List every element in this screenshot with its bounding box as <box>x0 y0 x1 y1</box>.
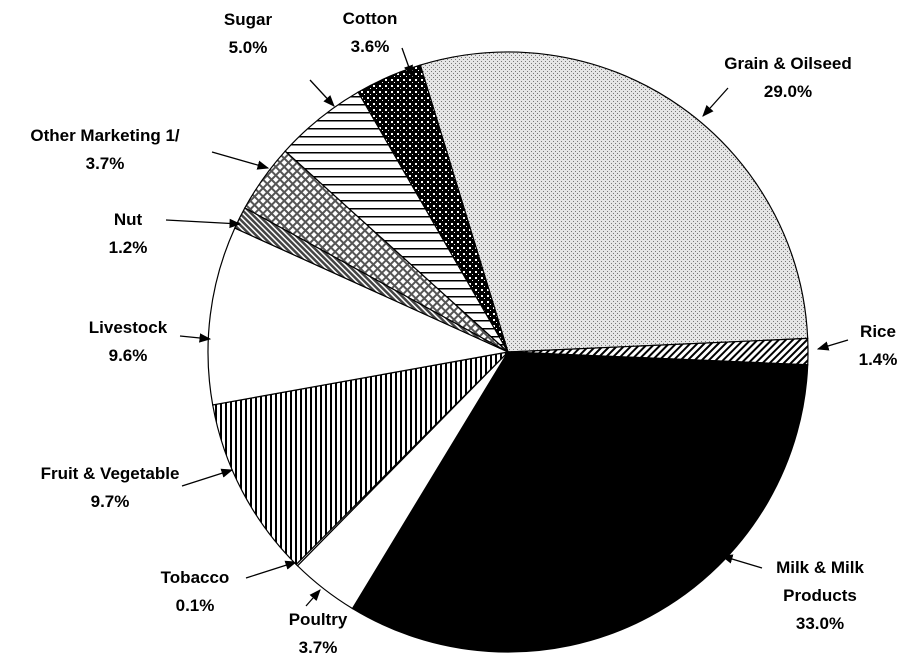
leader-arrow <box>245 560 298 579</box>
slice-label: Poultry <box>288 610 348 629</box>
value-label: 9.6% <box>108 346 148 365</box>
slice-label: Milk & Milk Products <box>776 558 864 605</box>
slice-label: Rice <box>860 322 896 341</box>
leader-arrow <box>309 79 335 107</box>
pie-slice <box>357 64 509 353</box>
slice-label: Nut <box>113 210 143 229</box>
value-label: 33.0% <box>795 614 845 633</box>
value-label: 1.4% <box>858 350 898 369</box>
value-label: 3.7% <box>298 638 338 657</box>
leader-arrow <box>305 589 321 607</box>
leader-arrow <box>181 468 234 487</box>
leader-arrow <box>179 333 212 343</box>
leader-arrow <box>165 218 242 229</box>
slice-label: Sugar <box>223 10 273 29</box>
leader-arrow <box>211 151 270 170</box>
pie-slice <box>351 351 809 653</box>
slice-label: Other Marketing 1/ <box>30 126 180 145</box>
slice-label: Grain & Oilseed <box>724 54 852 73</box>
value-label: 3.7% <box>85 154 125 173</box>
leader-arrow <box>401 47 413 78</box>
slice-label: Cotton <box>342 9 398 28</box>
slice-label: Tobacco <box>160 568 230 587</box>
value-label: 29.0% <box>763 82 813 101</box>
value-label: 1.2% <box>108 238 148 257</box>
slice-label: Fruit & Vegetable <box>40 464 180 483</box>
leader-arrow <box>720 554 763 569</box>
leader-arrow <box>702 87 729 117</box>
pie-slice <box>207 227 511 406</box>
slice-label: Livestock <box>88 318 168 337</box>
pie-slice <box>212 351 510 566</box>
value-label: 3.6% <box>350 37 390 56</box>
value-label: 5.0% <box>228 38 268 57</box>
leader-arrow <box>816 339 849 351</box>
value-label: 9.7% <box>90 492 130 511</box>
value-label: 0.1% <box>175 596 215 615</box>
pie-slice <box>419 51 809 353</box>
